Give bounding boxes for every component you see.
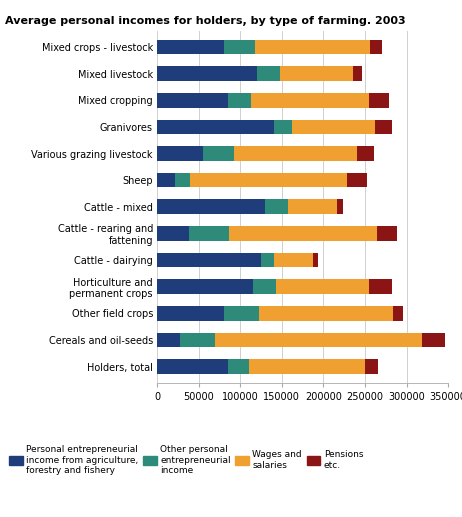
Bar bbox=[157, 173, 176, 188]
Bar bbox=[180, 332, 215, 347]
Legend: Personal entrepreneurial
income from agriculture,
forestry and fishery, Other pe: Personal entrepreneurial income from agr… bbox=[9, 445, 363, 475]
Bar bbox=[421, 332, 445, 347]
Bar bbox=[251, 93, 369, 108]
Bar bbox=[369, 93, 389, 108]
Bar bbox=[288, 200, 337, 214]
Bar bbox=[346, 173, 367, 188]
Bar bbox=[249, 359, 365, 374]
Bar bbox=[190, 173, 346, 188]
Bar bbox=[224, 306, 259, 321]
Bar bbox=[157, 66, 257, 81]
Bar bbox=[274, 253, 313, 267]
Bar bbox=[228, 359, 249, 374]
Bar bbox=[375, 119, 392, 134]
Bar bbox=[292, 119, 375, 134]
Bar bbox=[215, 332, 421, 347]
Bar bbox=[157, 146, 203, 161]
Bar bbox=[274, 119, 292, 134]
Bar bbox=[253, 279, 276, 294]
Bar bbox=[157, 306, 224, 321]
Bar bbox=[358, 146, 374, 161]
Bar bbox=[157, 200, 265, 214]
Bar bbox=[393, 306, 403, 321]
Bar bbox=[176, 173, 190, 188]
Bar bbox=[157, 93, 228, 108]
Bar bbox=[157, 40, 224, 54]
Bar bbox=[157, 253, 261, 267]
Bar bbox=[259, 306, 393, 321]
Text: Average personal incomes for holders, by type of farming. 2003: Average personal incomes for holders, by… bbox=[5, 16, 405, 25]
Bar bbox=[369, 279, 392, 294]
Bar bbox=[280, 66, 353, 81]
Bar bbox=[157, 332, 180, 347]
Bar bbox=[228, 93, 251, 108]
Bar bbox=[313, 253, 318, 267]
Bar bbox=[377, 226, 396, 241]
Bar bbox=[157, 279, 253, 294]
Bar bbox=[234, 146, 358, 161]
Bar bbox=[365, 359, 378, 374]
Bar bbox=[261, 253, 274, 267]
Bar bbox=[157, 119, 274, 134]
Bar bbox=[353, 66, 362, 81]
Bar bbox=[370, 40, 382, 54]
Bar bbox=[255, 40, 370, 54]
Bar bbox=[229, 226, 377, 241]
Bar bbox=[157, 226, 188, 241]
Bar bbox=[203, 146, 234, 161]
Bar bbox=[337, 200, 343, 214]
Bar bbox=[224, 40, 255, 54]
Bar bbox=[265, 200, 288, 214]
Bar bbox=[257, 66, 280, 81]
Bar bbox=[188, 226, 229, 241]
Bar bbox=[157, 359, 228, 374]
Bar bbox=[276, 279, 369, 294]
